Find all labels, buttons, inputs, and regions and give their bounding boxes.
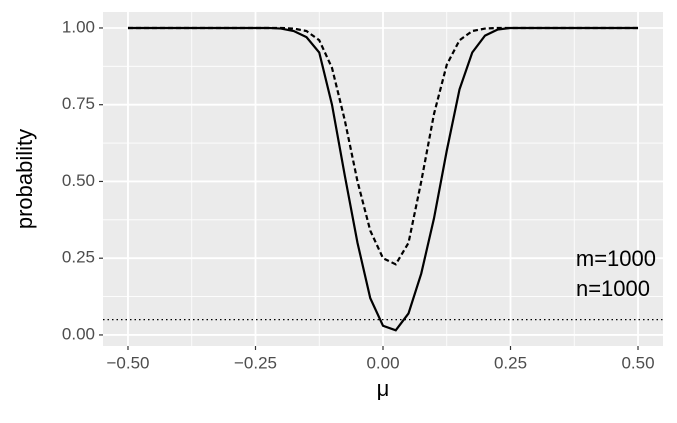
- x-tick-label: −0.50: [106, 353, 149, 372]
- y-tick-label: 0.25: [62, 248, 95, 267]
- x-axis-title: μ: [377, 376, 390, 401]
- y-tick-label: 1.00: [62, 17, 95, 36]
- annotation: n=1000: [576, 276, 650, 301]
- x-tick-label: 0.00: [366, 353, 399, 372]
- annotation: m=1000: [576, 246, 656, 271]
- y-tick-label: 0.50: [62, 171, 95, 190]
- y-axis-title: probability: [12, 129, 37, 229]
- x-tick-label: −0.25: [234, 353, 277, 372]
- x-tick-label: 0.50: [621, 353, 654, 372]
- line-series: [127, 26, 639, 266]
- y-tick-label: 0.75: [62, 94, 95, 113]
- y-tick-label: 0.00: [62, 324, 95, 343]
- x-tick-label: 0.25: [494, 353, 527, 372]
- marks: [103, 26, 663, 332]
